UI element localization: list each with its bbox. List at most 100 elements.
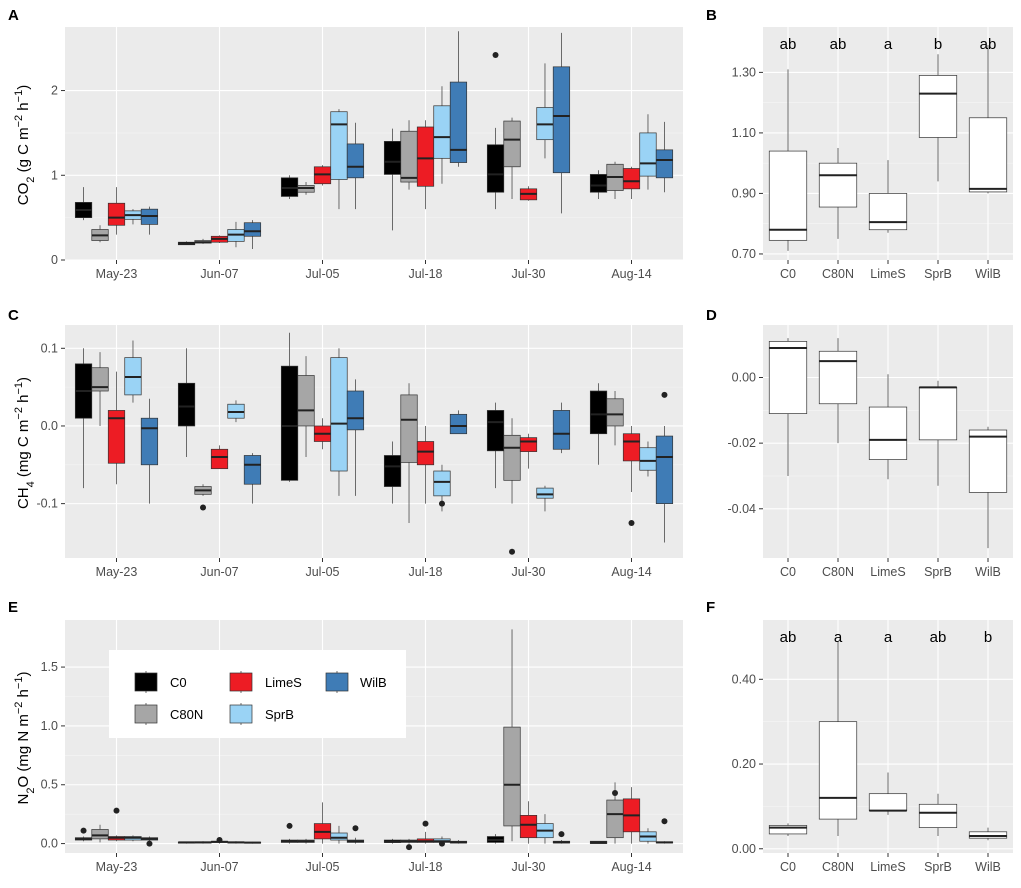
y-tick-label: 0.00: [732, 371, 756, 385]
significance-letter-c80n: ab: [830, 36, 847, 53]
limes-may-23-box: [107, 202, 126, 226]
panel-letter-a: A: [8, 7, 19, 24]
legend-key-limes: [229, 672, 253, 692]
sprb-jul-18-box: [433, 105, 451, 159]
significance-letter-sprb: ab: [930, 629, 947, 646]
y-tick-label: 1.10: [732, 126, 756, 140]
c80n-box: [818, 162, 858, 208]
limes-jul-18-box: [416, 441, 435, 466]
panel-letter-c: C: [8, 307, 19, 324]
sprb-jul-05-box: [330, 357, 348, 472]
x-tick-label-jul-18: Jul-18: [408, 860, 442, 874]
wilb-may-23-outlier-0: [146, 840, 153, 847]
legend-item-sprb: SprB: [229, 703, 294, 725]
sprb-aug-14-box: [639, 447, 657, 471]
c0-may-23-outlier-0: [80, 827, 87, 834]
wilb-aug-14-box: [655, 435, 674, 504]
x-tick-label-jun-07: Jun-07: [200, 267, 238, 281]
limes-jul-30-box: [519, 814, 538, 839]
x-tick-label-c80n: C80N: [822, 860, 854, 874]
x-tick-label-c80n: C80N: [822, 565, 854, 579]
x-tick-label-jun-07: Jun-07: [200, 860, 238, 874]
wilb-aug-14-outlier-0: [661, 818, 668, 825]
c0-aug-14-box: [589, 174, 608, 193]
y-tick-label: -0.04: [728, 502, 757, 516]
y-tick-label: 1.5: [41, 660, 58, 674]
panel-letter-f: F: [706, 599, 715, 616]
legend-item-limes: LimeS: [229, 671, 302, 693]
c80n-may-23-box: [91, 367, 109, 392]
c80n-aug-14-box: [606, 799, 624, 839]
significance-letter-c0: ab: [780, 36, 797, 53]
y-tick-label: 0.70: [732, 247, 756, 261]
x-tick-label-sprb: SprB: [924, 565, 952, 579]
sprb-jul-18-outlier-0: [438, 840, 445, 847]
c0-aug-14-box: [589, 390, 608, 435]
wilb-aug-14-box: [655, 149, 674, 179]
significance-letter-c80n: a: [834, 629, 843, 646]
c80n-may-23-box: [91, 829, 109, 840]
sprb-box: [918, 387, 958, 441]
wilb-aug-14-outlier-0: [661, 391, 668, 398]
y-tick-label: 0.90: [732, 186, 756, 200]
x-tick-label-wilb: WilB: [975, 267, 1001, 281]
panel-letter-b: B: [706, 7, 717, 24]
sprb-jul-30-box: [536, 487, 554, 499]
sprb-jul-05-box: [330, 832, 348, 841]
wilb-jul-30-box: [552, 66, 571, 174]
legend-item-c0: C0: [134, 671, 187, 693]
x-tick-label-wilb: WilB: [975, 565, 1001, 579]
panel-background: [65, 325, 683, 558]
c0-jul-05-box: [280, 365, 299, 481]
ylabel-co2: CO2 (g C m−2 h−1): [13, 85, 37, 205]
c0-jul-30-box: [486, 410, 505, 452]
wilb-jun-07-box: [243, 222, 262, 237]
significance-letter-wilb: b: [984, 629, 992, 646]
limes-aug-14-box: [622, 433, 641, 462]
legend-label-c80n: C80N: [170, 707, 203, 722]
wilb-jul-05-box: [346, 143, 365, 179]
y-tick-label: 0: [51, 253, 58, 267]
c80n-jul-18-outlier-0: [406, 844, 413, 851]
wilb-jul-05-box: [346, 390, 365, 431]
y-tick-label: 0.20: [732, 757, 756, 771]
panel-background: [65, 27, 683, 260]
y-tick-label: -0.02: [728, 436, 757, 450]
panel-d: -0.04 -0.02 0.00 C0 C80N LimeS SprB WilB: [728, 325, 1013, 579]
y-tick-label: 0.40: [732, 672, 756, 686]
x-tick-label-jul-18: Jul-18: [408, 267, 442, 281]
panel-letter-e: E: [8, 599, 18, 616]
sprb-box: [918, 803, 958, 828]
y-tick-label: 0.5: [41, 778, 58, 792]
x-tick-label-sprb: SprB: [924, 267, 952, 281]
x-tick-label-aug-14: Aug-14: [611, 860, 651, 874]
significance-letter-c0: ab: [780, 629, 797, 646]
y-tick-label: 0.0: [41, 419, 58, 433]
c80n-jul-30-outlier-0: [509, 548, 516, 555]
y-tick-label: -0.1: [36, 497, 58, 511]
x-tick-label-limes: LimeS: [870, 267, 905, 281]
c80n-jun-07-outlier-0: [200, 504, 207, 511]
limes-jul-18-box: [416, 126, 435, 187]
legend-key-c0: [134, 672, 158, 692]
c0-box: [768, 825, 808, 835]
limes-jul-18-outlier-0: [422, 820, 429, 827]
wilb-jul-18-box: [449, 413, 468, 435]
x-tick-label-jul-05: Jul-05: [305, 267, 339, 281]
c80n-box: [818, 721, 858, 820]
c80n-jul-18-box: [400, 394, 418, 463]
x-tick-label-aug-14: Aug-14: [611, 565, 651, 579]
x-tick-label-wilb: WilB: [975, 860, 1001, 874]
y-tick-label: 1.30: [732, 65, 756, 79]
limes-box: [868, 193, 908, 231]
x-tick-label-c0: C0: [780, 565, 796, 579]
panel-f: 0.00 0.20 0.40 C0 C80N LimeS SprB WilB ab a a ab b: [732, 620, 1013, 874]
x-tick-label-aug-14: Aug-14: [611, 267, 651, 281]
c0-jul-18-box: [383, 141, 402, 175]
x-tick-label-jul-05: Jul-05: [305, 860, 339, 874]
y-tick-label: 0.1: [41, 341, 58, 355]
x-tick-label-limes: LimeS: [870, 860, 905, 874]
x-tick-label-jul-30: Jul-30: [511, 860, 545, 874]
